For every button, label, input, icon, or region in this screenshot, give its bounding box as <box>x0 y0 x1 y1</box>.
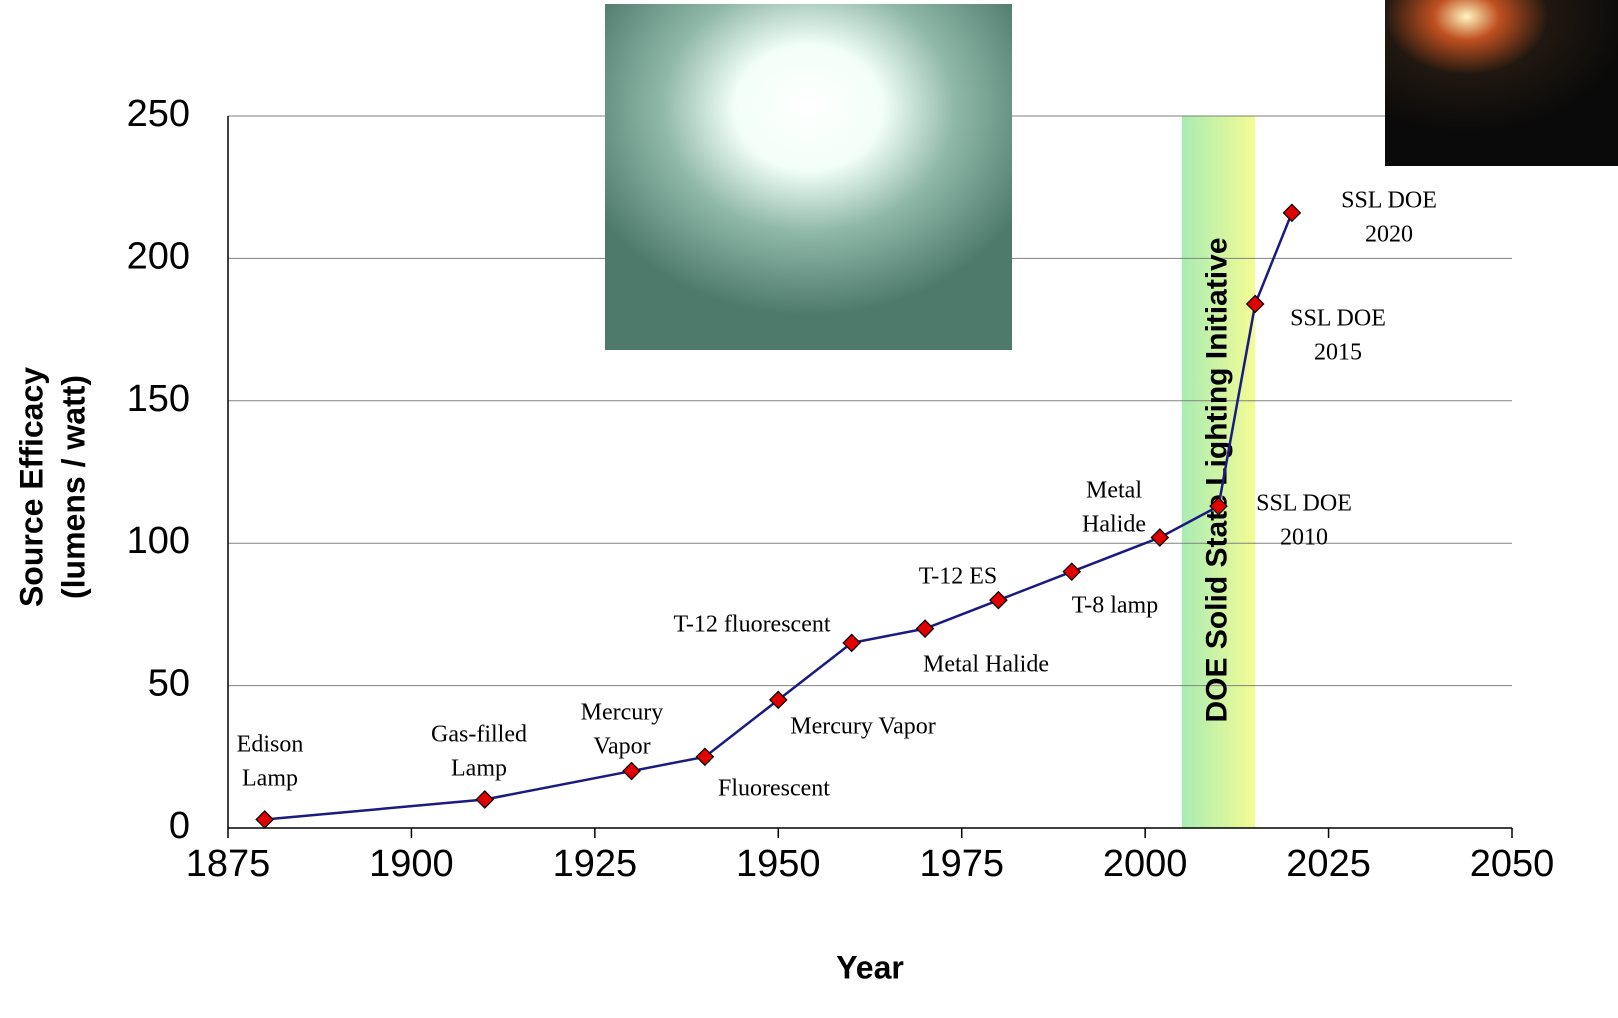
y-tick-label: 250 <box>127 93 190 135</box>
annotation: Lamp <box>451 756 507 782</box>
annotation: T-8 lamp <box>1072 593 1158 619</box>
marker <box>1063 563 1080 580</box>
x-tick-label: 1950 <box>736 843 821 885</box>
y-axis-title: (lumens / watt) <box>55 375 91 599</box>
y-axis-title: Source Efficacy <box>13 367 49 607</box>
annotation: SSL DOE <box>1290 306 1386 332</box>
x-tick-label: 2000 <box>1103 843 1188 885</box>
x-tick-label: 1925 <box>553 843 638 885</box>
band-label: DOE Solid State Lighting Initiative <box>1200 237 1233 722</box>
annotation: Mercury Vapor <box>790 714 936 740</box>
x-axis-title: Year <box>836 949 904 985</box>
annotation: T-12 fluorescent <box>673 612 830 638</box>
annotation: Vapor <box>593 734 650 760</box>
annotation: SSL DOE <box>1341 188 1437 214</box>
annotation: 2010 <box>1280 525 1328 551</box>
annotation: 2015 <box>1314 340 1362 366</box>
x-tick-label: 1900 <box>369 843 454 885</box>
marker <box>917 620 934 637</box>
annotation: Metal <box>1086 478 1142 504</box>
marker <box>256 811 273 828</box>
annotation: Halide <box>1082 512 1146 538</box>
annotation: Metal Halide <box>923 652 1049 678</box>
x-tick-label: 1975 <box>919 843 1004 885</box>
marker <box>623 763 640 780</box>
x-tick-label: 2050 <box>1470 843 1555 885</box>
y-tick-label: 150 <box>127 378 190 420</box>
annotation: SSL DOE <box>1256 491 1352 517</box>
chart: Year Source Efficacy (lumens / watt) 0 50… <box>0 0 1618 1018</box>
y-tick-label: 100 <box>127 520 190 562</box>
led-photo <box>605 4 1012 350</box>
y-tick-label: 200 <box>127 235 190 277</box>
marker <box>990 592 1007 609</box>
annotation: 2020 <box>1365 222 1413 248</box>
x-tick-label: 2025 <box>1286 843 1371 885</box>
annotation: Edison <box>237 732 304 758</box>
marker <box>476 791 493 808</box>
annotation: Fluorescent <box>718 776 830 802</box>
y-tick-label: 0 <box>169 805 190 847</box>
annotation: T-12 ES <box>919 564 997 590</box>
annotation: Gas-filled <box>431 722 527 748</box>
annotation: Mercury <box>581 700 664 726</box>
led-photo-small <box>1385 0 1618 166</box>
x-tick-label: 1875 <box>186 843 271 885</box>
annotation: Lamp <box>242 766 298 792</box>
marker <box>1283 204 1300 221</box>
y-tick-label: 50 <box>148 663 190 705</box>
